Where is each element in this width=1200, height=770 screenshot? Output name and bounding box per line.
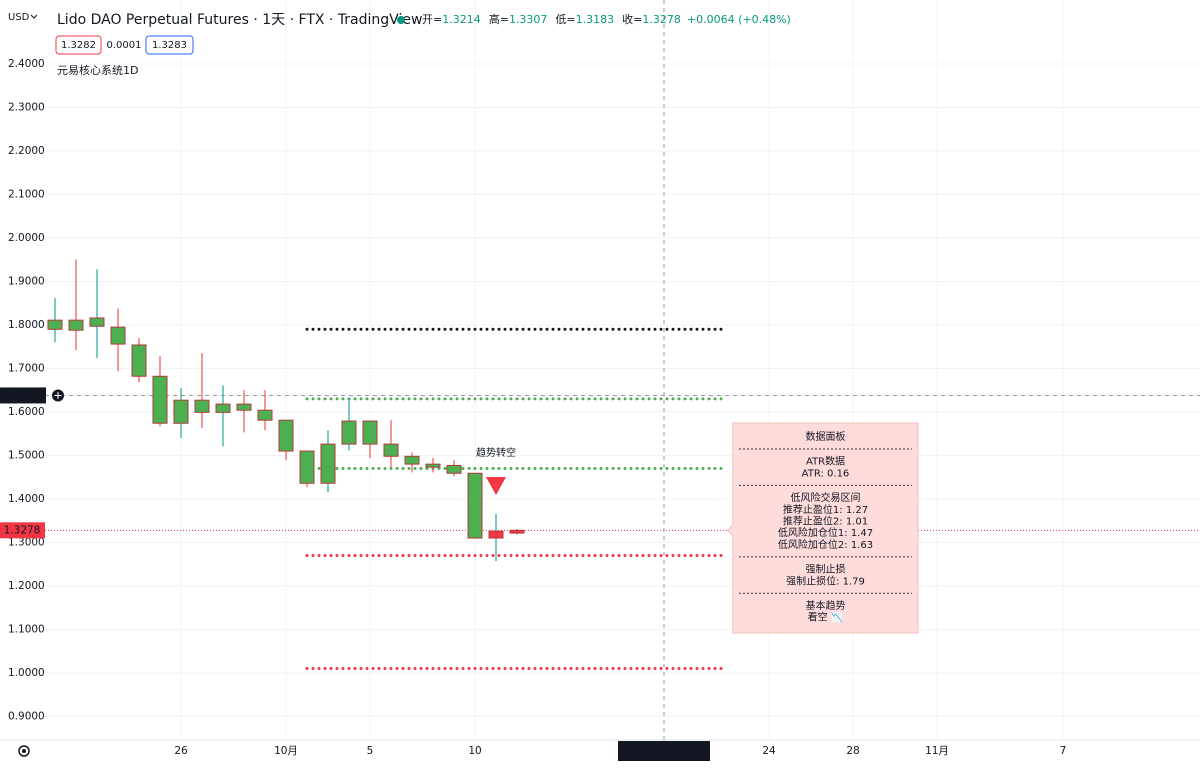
x-tick-label: 11月 — [925, 745, 949, 757]
candle-body — [488, 530, 504, 539]
panel-text: 看空 📉 — [808, 611, 844, 624]
candle-body — [110, 326, 126, 345]
y-tick-label: 1.9000 — [8, 275, 45, 287]
y-tick-label: 2.4000 — [8, 58, 45, 70]
ohlc-value: 1.3278 — [642, 13, 681, 26]
y-tick-label: 1.8000 — [8, 319, 45, 331]
candle-body — [299, 450, 315, 484]
crosshair-price-box — [0, 387, 46, 404]
crosshair-date-label: 周三 2022-10-19 — [618, 745, 710, 757]
status-dot — [397, 16, 405, 24]
settings-icon[interactable] — [18, 745, 30, 757]
candle-body — [362, 420, 378, 445]
y-tick-label: 1.5000 — [8, 449, 45, 461]
last-price-label: 1.3278 — [4, 524, 41, 536]
x-tick-label: 26 — [174, 745, 188, 757]
candle-body — [341, 420, 357, 445]
ohlc-label: 开= — [422, 13, 442, 26]
y-tick-label: 2.2000 — [8, 145, 45, 157]
ohlc-legend: 开=1.3214 高=1.3307 低=1.3183 收=1.3278 +0.0064 … — [422, 12, 791, 26]
y-tick-label: 1.0000 — [8, 667, 45, 679]
y-tick-label: 1.4000 — [8, 493, 45, 505]
y-tick-label: 1.7000 — [8, 362, 45, 374]
panel-text: 强制止损 — [806, 563, 846, 576]
x-tick-label: 5 — [367, 745, 374, 757]
y-tick-label: 1.2000 — [8, 580, 45, 592]
candle-body — [446, 464, 462, 474]
candle-body — [509, 529, 525, 534]
candle-body — [278, 419, 294, 452]
candle-body — [194, 399, 210, 413]
ohlc-value: 1.3307 — [509, 13, 548, 26]
x-tick-label: 7 — [1060, 745, 1067, 757]
y-tick-label: 2.1000 — [8, 188, 45, 200]
candle-body — [320, 443, 336, 484]
panel-text: 推荐止盈位2: 1.01 — [783, 515, 868, 528]
ohlc-label: 低= — [555, 13, 575, 26]
candle-body — [89, 317, 105, 327]
indicator-name: 元易核心系统1D — [57, 63, 138, 77]
plot-area — [45, 0, 1200, 740]
quote-value: 1.3283 — [152, 40, 187, 51]
candle-body — [257, 409, 273, 421]
ohlc-label: 收= — [622, 12, 642, 26]
candle-body — [236, 403, 252, 411]
candle-body — [47, 319, 63, 330]
quote-box — [55, 35, 102, 55]
y-tick-label: 2.3000 — [8, 101, 45, 113]
panel-box — [727, 422, 919, 634]
ohlc-change: +0.0064 (+0.48%) — [687, 13, 791, 26]
x-tick-label: 24 — [762, 745, 776, 757]
ohlc-value: 1.3214 — [442, 13, 481, 26]
y-tick-label: 0.9000 — [8, 710, 45, 722]
candle-body — [68, 319, 84, 331]
panel-text: 低风险加仓位1: 1.47 — [778, 526, 873, 539]
quote-value: 0.0001 — [107, 40, 142, 51]
crosshair-date-box — [618, 741, 710, 761]
x-tick-label: 10月 — [274, 745, 298, 757]
ohlc-label: 高= — [489, 12, 509, 26]
x-tick-label: 28 — [846, 745, 859, 757]
panel-text: 推荐止盈位1: 1.27 — [783, 503, 868, 516]
sell-signal — [486, 477, 506, 495]
last-price-box — [0, 522, 45, 539]
currency-caret — [30, 14, 38, 19]
chart-title: Lido DAO Perpetual Futures · 1天 · FTX · … — [57, 12, 422, 28]
panel-title: 数据面板 — [806, 430, 846, 443]
annotation-label: 趋势转空 — [476, 446, 516, 459]
panel-text: 低风险加仓位2: 1.63 — [778, 538, 873, 551]
y-tick-label: 1.6000 — [8, 406, 45, 418]
panel-text: 强制止损位: 1.79 — [786, 574, 865, 587]
quote-value: 1.3282 — [61, 40, 96, 51]
panel-text: ATR数据 — [806, 455, 845, 468]
panel-text: 基本趋势 — [806, 599, 846, 612]
x-tick-label: 10 — [468, 745, 481, 757]
ohlc-value: 1.3183 — [576, 13, 615, 26]
candle-body — [131, 344, 147, 377]
add-icon — [54, 391, 62, 399]
candle-body — [383, 443, 399, 457]
panel-text: ATR: 0.16 — [802, 468, 850, 479]
y-tick-label: 2.0000 — [8, 232, 45, 244]
candle-body — [173, 399, 189, 424]
candle-body — [425, 463, 441, 468]
candle-body — [404, 455, 420, 465]
y-tick-label: 1.3000 — [8, 536, 45, 548]
candle-body — [467, 472, 483, 539]
currency[interactable]: USD — [8, 12, 30, 23]
candle-body — [215, 403, 231, 413]
panel-text: 低风险交易区间 — [791, 491, 861, 504]
crosshair-price-label: 1.6379 — [3, 389, 44, 401]
quote-box — [145, 35, 194, 55]
candle-body — [152, 375, 168, 424]
y-tick-label: 1.1000 — [8, 623, 45, 635]
